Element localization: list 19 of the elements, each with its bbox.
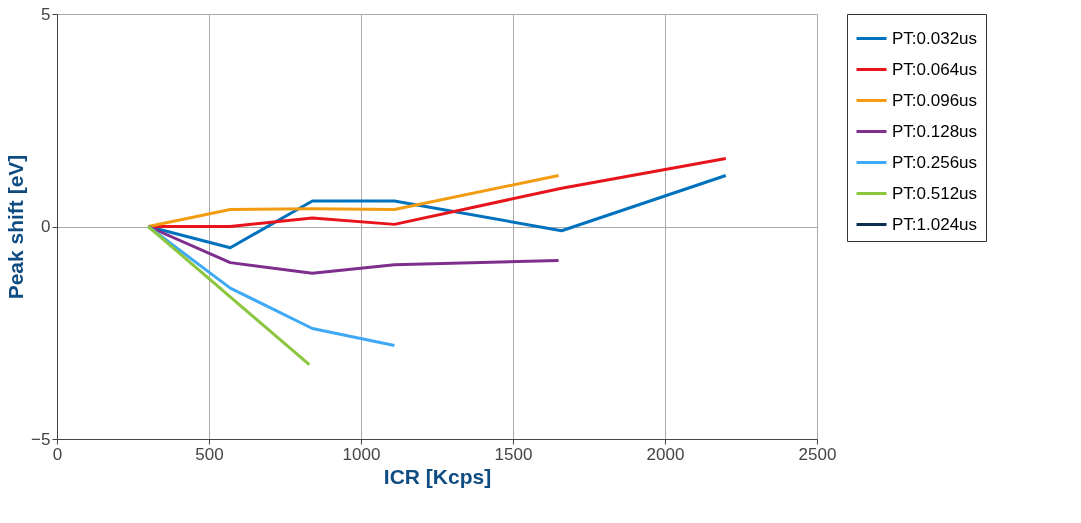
line-series [146, 174, 561, 228]
x-axis-title: ICR [Kcps] [383, 464, 492, 488]
y-tick-label: −5 [31, 429, 51, 449]
legend-label: PT:0.096us [892, 90, 978, 110]
x-tick-label: 1000 [342, 444, 381, 464]
legend-label: PT:1.024us [892, 214, 978, 234]
legend-label: PT:0.064us [892, 59, 978, 79]
legend-label: PT:0.256us [892, 152, 978, 172]
x-tick-label: 500 [195, 444, 224, 464]
y-axis-title: Peak shift [eV] [4, 154, 28, 300]
line-series [146, 225, 561, 275]
x-tick-label: 2500 [798, 444, 837, 464]
y-tick-label: 5 [41, 4, 51, 24]
legend-label: PT:0.512us [892, 183, 978, 203]
x-tick-label: 1500 [494, 444, 533, 464]
legend-label: PT:0.032us [892, 28, 978, 48]
x-tick-label: 2000 [646, 444, 685, 464]
y-tick-label: 0 [41, 217, 51, 236]
legend-label: PT:0.128us [892, 121, 978, 141]
